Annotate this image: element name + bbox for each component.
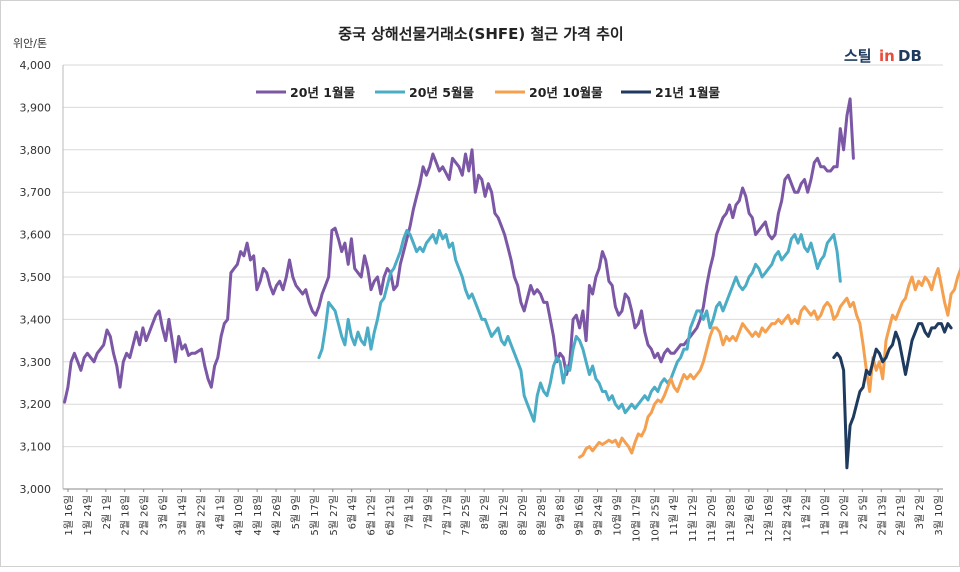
y-tick-label: 3,900 bbox=[20, 101, 52, 114]
x-tick-label: 5월 9일 bbox=[290, 495, 302, 529]
svg-text:DB: DB bbox=[898, 47, 922, 65]
series-lines bbox=[63, 97, 960, 470]
y-tick-label: 3,700 bbox=[20, 186, 52, 199]
x-tick-label: 1월 10일 bbox=[820, 495, 832, 536]
x-tick-label: 4월 10일 bbox=[233, 495, 245, 536]
x-tick-label: 1월 20일 bbox=[838, 495, 850, 536]
x-tick-label: 3월 6일 bbox=[158, 495, 170, 529]
x-tick-label: 2월 1일 bbox=[101, 495, 113, 529]
x-tick-label: 11월 4일 bbox=[668, 495, 680, 536]
x-tick-label: 10월 17일 bbox=[630, 495, 642, 542]
x-tick-label: 2월 13일 bbox=[876, 495, 888, 536]
x-tick-label: 7월 9일 bbox=[422, 495, 434, 529]
steelin-db-logo: 스틸 in DB bbox=[844, 47, 922, 65]
x-tick-label: 3월 22일 bbox=[195, 495, 207, 536]
grid-lines bbox=[62, 64, 943, 490]
x-tick-label: 8월 2일 bbox=[479, 495, 491, 529]
x-tick-label: 8월 12일 bbox=[498, 495, 510, 536]
x-tick-label: 7월 1일 bbox=[403, 495, 415, 529]
y-tick-label: 3,600 bbox=[20, 229, 52, 242]
x-tick-label: 4월 26일 bbox=[271, 495, 283, 536]
x-tick-label: 9월 16일 bbox=[574, 495, 586, 536]
y-tick-label: 3,200 bbox=[20, 398, 52, 411]
y-tick-label: 3,800 bbox=[20, 144, 52, 157]
y-axis-label: 위안/톤 bbox=[13, 37, 47, 50]
x-tick-label: 2월 5일 bbox=[857, 495, 869, 529]
series-line-2 bbox=[578, 267, 960, 459]
x-tick-label: 4월 18일 bbox=[252, 495, 264, 536]
x-tick-label: 6월 4일 bbox=[347, 495, 359, 529]
x-tick-label: 3월 14일 bbox=[176, 495, 188, 536]
x-tick-label: 12월 16일 bbox=[763, 495, 775, 542]
legend-label-3: 21년 1월물 bbox=[655, 85, 720, 100]
svg-text:스틸: 스틸 bbox=[844, 47, 872, 65]
y-tick-label: 4,000 bbox=[20, 59, 52, 72]
series-line-0 bbox=[63, 97, 855, 404]
chart-legend: 20년 1월물 20년 5월물 20년 10월물 21년 1월물 bbox=[256, 85, 720, 100]
x-tick-label: 10월 25일 bbox=[649, 495, 661, 542]
x-tick-label: 3월 10일 bbox=[933, 495, 945, 536]
y-tick-label: 3,100 bbox=[20, 441, 52, 454]
x-tick-label: 8월 28일 bbox=[536, 495, 548, 536]
x-tick-label: 10월 9일 bbox=[611, 495, 623, 536]
legend-label-2: 20년 10월물 bbox=[529, 85, 603, 100]
series-line-1 bbox=[317, 228, 842, 423]
x-tick-label: 9월 24일 bbox=[593, 495, 605, 536]
legend-label-1: 20년 5월물 bbox=[409, 85, 474, 100]
x-tick-label: 5월 27일 bbox=[328, 495, 340, 536]
x-tick-label: 6월 12일 bbox=[366, 495, 378, 536]
series-line-3 bbox=[832, 322, 953, 470]
x-tick-label: 11월 20일 bbox=[706, 495, 718, 542]
x-tick-label: 12월 6일 bbox=[744, 495, 756, 536]
x-tick-label: 1월 2일 bbox=[801, 495, 813, 529]
y-tick-label: 3,000 bbox=[20, 483, 52, 496]
x-tick-label: 11월 28일 bbox=[725, 495, 737, 542]
legend-label-0: 20년 1월물 bbox=[290, 85, 355, 100]
y-tick-label: 3,400 bbox=[20, 313, 52, 326]
x-tick-label: 6월 21일 bbox=[385, 495, 397, 536]
x-tick-label: 9월 8일 bbox=[555, 495, 567, 529]
x-tick-label: 11월 12일 bbox=[687, 495, 699, 542]
y-tick-label: 3,300 bbox=[20, 356, 52, 369]
chart-title: 중국 상해선물거래소(SHFE) 철근 가격 추이 bbox=[338, 25, 623, 43]
x-tick-label: 7월 17일 bbox=[441, 495, 453, 536]
y-tick-label: 3,500 bbox=[20, 271, 52, 284]
x-tick-label: 2월 21일 bbox=[895, 495, 907, 536]
x-tick-label: 3월 2일 bbox=[914, 495, 926, 529]
x-tick-label: 4월 1일 bbox=[214, 495, 226, 529]
x-axis-ticks: 1월 16일 1월 24일 2월 1일 2월 18일 2월 26일 3월 6일 3월 14일… bbox=[63, 489, 945, 542]
x-tick-label: 1월 16일 bbox=[63, 495, 75, 536]
x-tick-label: 7월 25일 bbox=[460, 495, 472, 536]
x-tick-label: 2월 18일 bbox=[120, 495, 132, 536]
svg-text:in: in bbox=[879, 47, 895, 65]
x-tick-label: 5월 17일 bbox=[309, 495, 321, 536]
x-tick-label: 8월 20일 bbox=[517, 495, 529, 536]
x-tick-label: 2월 26일 bbox=[139, 495, 151, 536]
y-axis-ticks: 3,000 3,100 3,200 3,300 3,400 3,500 3,600 3,700… bbox=[20, 59, 52, 496]
x-tick-label: 12월 24일 bbox=[782, 495, 794, 542]
x-tick-label: 1월 24일 bbox=[82, 495, 94, 536]
